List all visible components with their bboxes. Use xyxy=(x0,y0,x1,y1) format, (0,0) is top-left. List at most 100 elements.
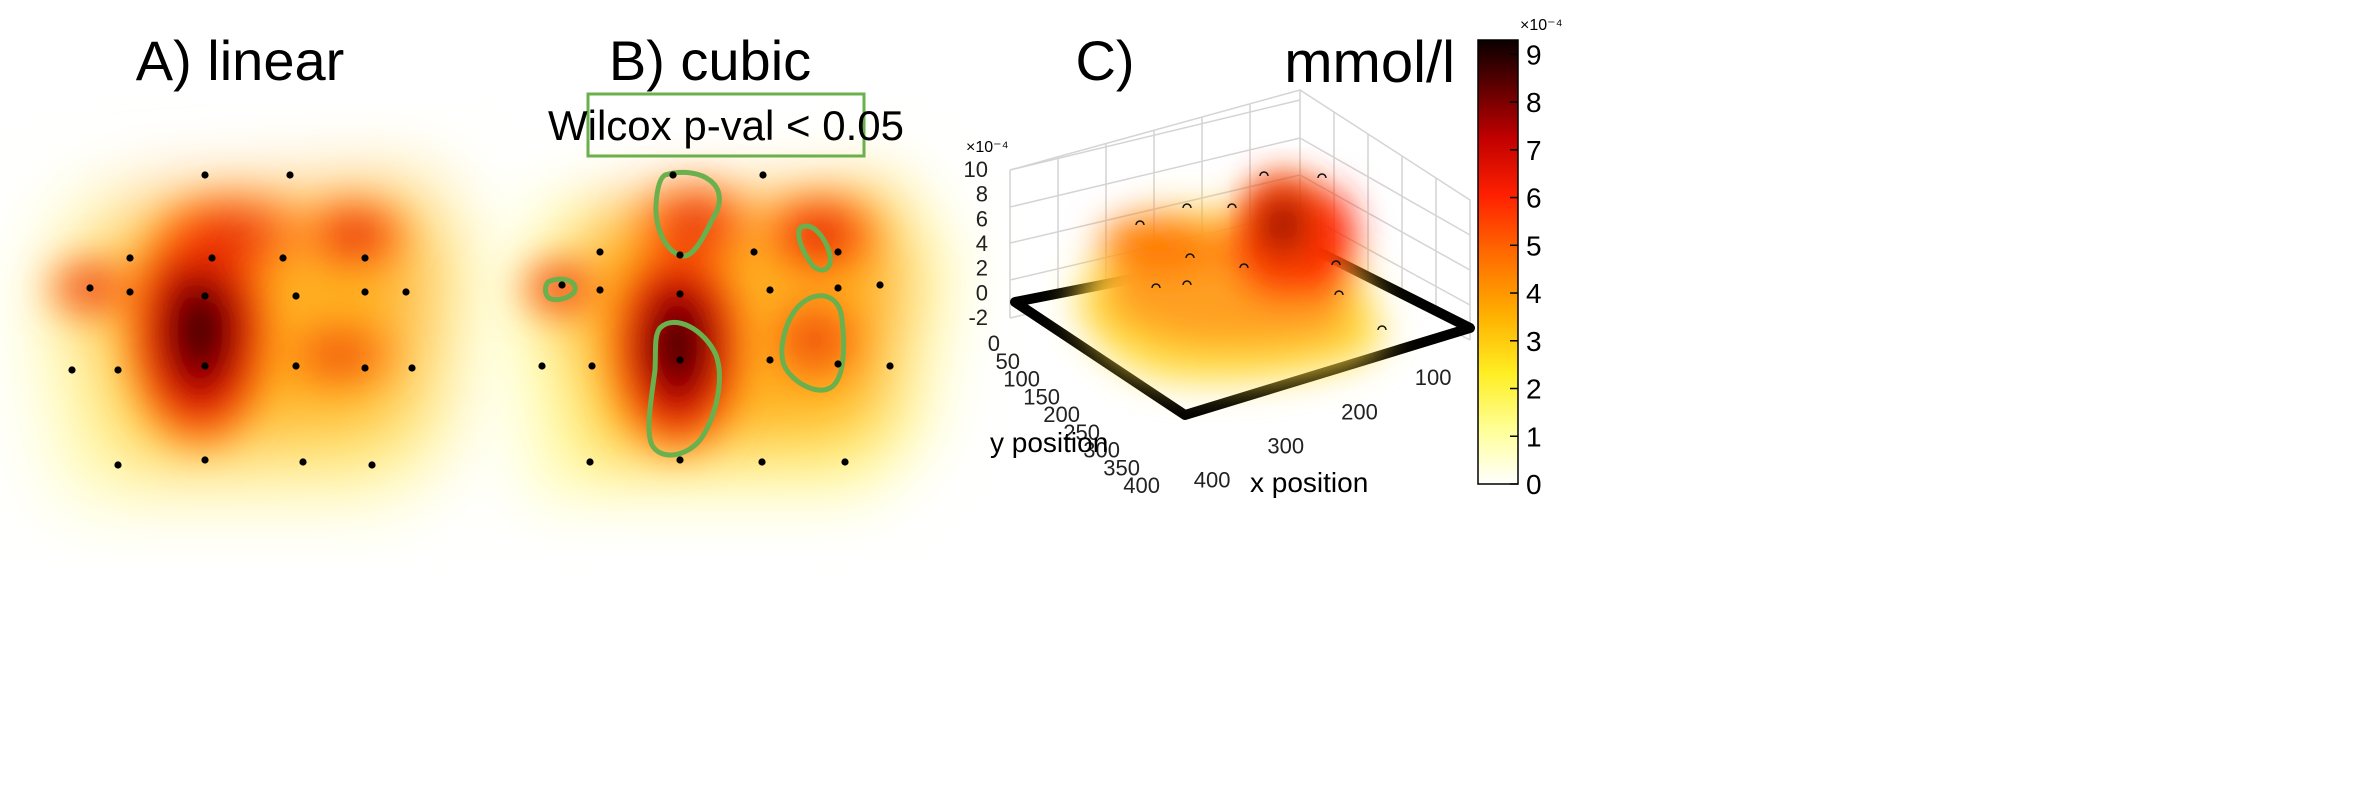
contour-upper-right xyxy=(796,223,833,273)
contour-left-small xyxy=(543,276,578,303)
sensor-point xyxy=(676,251,684,259)
sensor-point xyxy=(361,364,369,372)
sensor-point xyxy=(538,362,546,370)
unit-label: mmol/l xyxy=(1284,30,1455,95)
y-tick-label: 350 xyxy=(1103,455,1140,480)
x-tick-label: 100 xyxy=(1415,365,1452,390)
sensor-point xyxy=(834,248,842,256)
z-tick-label: 0 xyxy=(976,280,988,305)
panel-a-sensor-points xyxy=(68,171,416,469)
colorbar-tick-label: 5 xyxy=(1526,230,1542,261)
colorbar-exponent: ×10⁻⁴ xyxy=(1520,17,1563,34)
panel-c-title: C) xyxy=(1075,29,1134,92)
colorbar-tick-label: 6 xyxy=(1526,183,1542,214)
panel-b-heatmap: B) cubic Wilcox p-val < 0.05 xyxy=(500,29,960,500)
sensor-point xyxy=(759,171,767,179)
sensor-point xyxy=(208,254,216,262)
y-tick-label: 150 xyxy=(1023,384,1060,409)
z-tick-label: 8 xyxy=(976,182,988,207)
colorbar: ×10⁻⁴ 0 1 2 3 4 5 6 7 8 9 xyxy=(1477,17,1563,500)
surface-body xyxy=(1075,180,1385,382)
z-tick-label: 6 xyxy=(976,206,988,231)
sensor-point xyxy=(834,360,842,368)
y-tick-label: 300 xyxy=(1083,438,1120,463)
surface-sensor-markers xyxy=(1135,171,1387,331)
z-tick-label: 2 xyxy=(976,256,988,281)
sensor-point xyxy=(114,461,122,469)
sensor-point xyxy=(114,366,122,374)
sensor-point xyxy=(588,362,596,370)
x-tick-label: 300 xyxy=(1267,434,1304,459)
colorbar-tick-label: 2 xyxy=(1526,374,1542,405)
x-axis-label: x position xyxy=(1250,467,1368,498)
y-axis-label: y position xyxy=(990,427,1108,458)
sensor-point xyxy=(676,456,684,464)
colorbar-tick-label: 4 xyxy=(1526,278,1542,309)
y-tick-label: 200 xyxy=(1043,402,1080,427)
x-tick-label: 400 xyxy=(1194,468,1231,493)
x-tick-label: 200 xyxy=(1341,399,1378,424)
colorbar-tick-label: 7 xyxy=(1526,135,1542,166)
colorbar-tick-label: 8 xyxy=(1526,87,1542,118)
sensor-point xyxy=(596,286,604,294)
sensor-point xyxy=(886,362,894,370)
sensor-point xyxy=(361,288,369,296)
panel-a-title: A) linear xyxy=(136,29,345,92)
sensor-point xyxy=(408,364,416,372)
sensor-point xyxy=(841,458,849,466)
sensor-point xyxy=(368,461,376,469)
sensor-point xyxy=(766,286,774,294)
annotation-box xyxy=(586,92,866,158)
sensor-point xyxy=(299,458,307,466)
colorbar-tick-label: 9 xyxy=(1526,39,1542,70)
sensor-point xyxy=(68,366,76,374)
sensor-point xyxy=(876,281,884,289)
sensor-point xyxy=(126,288,134,296)
panel-b-sensor-points xyxy=(538,171,894,466)
y-tick-label: 250 xyxy=(1063,420,1100,445)
x-axis: 100 200 300 400 xyxy=(1194,365,1452,493)
sensor-point xyxy=(279,254,287,262)
sensor-point xyxy=(86,284,94,292)
sensor-point xyxy=(766,356,774,364)
sensor-point xyxy=(292,292,300,300)
sensor-point xyxy=(834,284,842,292)
sensor-point xyxy=(201,292,209,300)
y-tick-label: 50 xyxy=(996,349,1020,374)
colorbar-ticks: 0 1 2 3 4 5 6 7 8 9 xyxy=(1510,39,1542,500)
sensor-point xyxy=(201,456,209,464)
contour-lower-center xyxy=(646,319,722,458)
panel-a-heatmap: A) linear xyxy=(30,29,490,500)
sensor-point xyxy=(292,362,300,370)
contour-lower-right xyxy=(779,293,847,393)
colorbar-gradient xyxy=(1477,39,1519,485)
y-tick-label: 0 xyxy=(988,331,1000,356)
sensor-point xyxy=(558,281,566,289)
colorbar-tick-label: 3 xyxy=(1526,326,1542,357)
sensor-point xyxy=(676,356,684,364)
panel-b-title: B) cubic xyxy=(609,29,811,92)
sensor-point xyxy=(126,254,134,262)
z-axis-exponent: ×10⁻⁴ xyxy=(966,139,1009,156)
sensor-point xyxy=(596,248,604,256)
annotation-text: Wilcox p-val < 0.05 xyxy=(548,102,904,149)
y-tick-label: 100 xyxy=(1003,367,1040,392)
z-tick-label: 10 xyxy=(964,157,988,182)
sensor-point xyxy=(676,290,684,298)
sensor-point xyxy=(750,248,758,256)
sensor-point xyxy=(361,254,369,262)
sensor-point xyxy=(286,171,294,179)
sensor-point xyxy=(758,458,766,466)
colorbar-tick-label: 0 xyxy=(1526,469,1542,500)
colorbar-tick-label: 1 xyxy=(1526,421,1542,452)
sensor-point xyxy=(201,362,209,370)
sensor-point xyxy=(402,288,410,296)
sensor-point xyxy=(586,458,594,466)
y-tick-label: 400 xyxy=(1123,473,1160,498)
sensor-point xyxy=(201,171,209,179)
sensor-point xyxy=(669,171,677,179)
z-tick-label: 4 xyxy=(976,231,988,256)
